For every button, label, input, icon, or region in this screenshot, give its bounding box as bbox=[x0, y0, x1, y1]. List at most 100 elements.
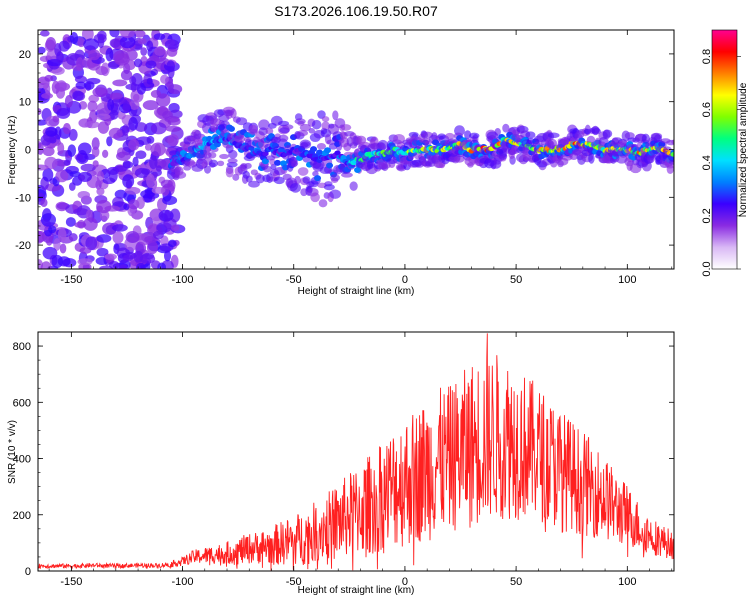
heatmap-cell bbox=[258, 127, 268, 136]
heatmap-cell bbox=[88, 49, 101, 61]
heatmap-cell bbox=[193, 133, 206, 140]
heatmap-cell bbox=[56, 80, 67, 92]
heatmap-cell bbox=[316, 149, 324, 156]
heatmap-cell bbox=[133, 250, 144, 263]
heatmap-cell bbox=[91, 146, 100, 158]
heatmap-cell bbox=[234, 134, 246, 144]
heatmap-cell bbox=[128, 116, 138, 131]
heatmap-cell bbox=[166, 60, 176, 73]
heatmap-cell bbox=[377, 139, 389, 150]
heatmap-cell bbox=[502, 123, 510, 133]
heatmap-cell bbox=[602, 129, 611, 140]
x-tick-label: -150 bbox=[60, 576, 82, 588]
heatmap-cell bbox=[63, 159, 71, 166]
snr-y-ticks: 0 200 400 600 800 bbox=[13, 331, 674, 578]
heatmap-cell bbox=[230, 108, 237, 119]
heatmap-cell bbox=[68, 182, 76, 191]
heatmap-cell bbox=[38, 108, 42, 116]
heatmap-cell bbox=[334, 150, 341, 156]
heatmap-cell bbox=[57, 227, 67, 242]
heatmap-cell bbox=[310, 192, 320, 203]
colorbar-tick-label: 0.6 bbox=[701, 102, 713, 117]
heatmap-cell bbox=[158, 209, 174, 222]
heatmap-cell bbox=[291, 160, 298, 168]
heatmap-cell bbox=[132, 156, 139, 167]
y-tick-label: 600 bbox=[13, 397, 31, 409]
heatmap-cell bbox=[330, 174, 341, 182]
x-tick-label: 100 bbox=[618, 274, 636, 286]
heatmap-cell bbox=[217, 160, 225, 167]
heatmap-cell bbox=[326, 162, 334, 169]
heatmap-cell bbox=[42, 146, 55, 157]
heatmap-cell bbox=[104, 253, 117, 260]
heatmap-cell bbox=[79, 247, 92, 254]
heatmap-cell bbox=[157, 262, 166, 269]
heatmap-cell bbox=[146, 173, 155, 188]
heatmap-cell bbox=[45, 36, 57, 51]
heatmap-cell bbox=[51, 254, 63, 269]
heatmap-cell bbox=[226, 161, 238, 168]
heatmap-cell bbox=[48, 225, 57, 234]
heatmap-cell bbox=[40, 261, 52, 269]
heatmap-cell bbox=[77, 37, 85, 48]
heatmap-cell bbox=[95, 257, 109, 266]
heatmap-cell bbox=[106, 136, 113, 147]
heatmap-cell bbox=[41, 92, 54, 99]
heatmap-cell bbox=[118, 264, 128, 269]
heatmap-cell bbox=[354, 166, 362, 173]
heatmap-cell bbox=[494, 127, 501, 136]
heatmap-cell bbox=[314, 175, 322, 182]
snr-series-line bbox=[38, 333, 674, 571]
heatmap-cell bbox=[83, 217, 98, 231]
heatmap-cell bbox=[235, 117, 248, 126]
heatmap-cell bbox=[167, 134, 179, 147]
heatmap-cell bbox=[125, 230, 140, 243]
heatmap-cell bbox=[57, 142, 65, 155]
heatmap-cell bbox=[77, 171, 92, 182]
heatmap-cell bbox=[112, 165, 128, 172]
heatmap-cell bbox=[321, 121, 331, 131]
heatmap-cell bbox=[40, 213, 57, 227]
heatmap-cell bbox=[150, 122, 167, 135]
x-tick-label: 0 bbox=[402, 274, 408, 286]
heatmap-cell bbox=[525, 140, 535, 147]
heatmap-cell bbox=[454, 155, 465, 163]
heatmap-cell bbox=[165, 125, 182, 132]
heatmap-cell bbox=[75, 81, 87, 90]
heatmap-cell bbox=[40, 198, 48, 208]
heatmap-cell bbox=[72, 90, 84, 101]
heatmap-cell bbox=[146, 240, 159, 255]
heatmap-cell bbox=[152, 230, 164, 240]
heatmap-cell bbox=[56, 51, 64, 64]
heatmap-cell bbox=[294, 175, 301, 185]
heatmap-cell bbox=[134, 122, 148, 132]
heatmap-cell bbox=[73, 208, 89, 216]
heatmap-cell bbox=[232, 173, 240, 181]
heatmap-cell bbox=[119, 30, 136, 38]
heatmap-cell bbox=[167, 84, 183, 95]
heatmap-cell bbox=[84, 121, 100, 129]
snr-frame bbox=[37, 331, 675, 572]
heatmap-cell bbox=[135, 136, 152, 145]
snr-panel: -150 -100 -50 0 50 100 0 200 400 600 800 Height o… bbox=[7, 331, 675, 596]
heatmap-cell bbox=[204, 165, 212, 174]
heatmap-cell bbox=[38, 164, 49, 171]
heatmap-cell bbox=[349, 181, 358, 191]
y-tick-label: 10 bbox=[19, 97, 31, 109]
heatmap-cell bbox=[244, 162, 252, 169]
heatmap-cell bbox=[122, 174, 135, 189]
colorbar-gradient bbox=[711, 29, 738, 270]
heatmap-cell bbox=[102, 222, 117, 235]
heatmap-cell bbox=[80, 163, 96, 172]
spectrogram-heatmap bbox=[38, 30, 674, 269]
heatmap-cell bbox=[139, 253, 156, 264]
heatmap-cell bbox=[112, 224, 128, 232]
heatmap-cell bbox=[109, 38, 121, 48]
heatmap-cell bbox=[650, 132, 663, 140]
heatmap-cell bbox=[83, 38, 99, 51]
heatmap-cell bbox=[160, 179, 173, 188]
heatmap-cell bbox=[121, 124, 129, 136]
heatmap-cell bbox=[294, 118, 306, 125]
heatmap-cell bbox=[96, 234, 112, 243]
